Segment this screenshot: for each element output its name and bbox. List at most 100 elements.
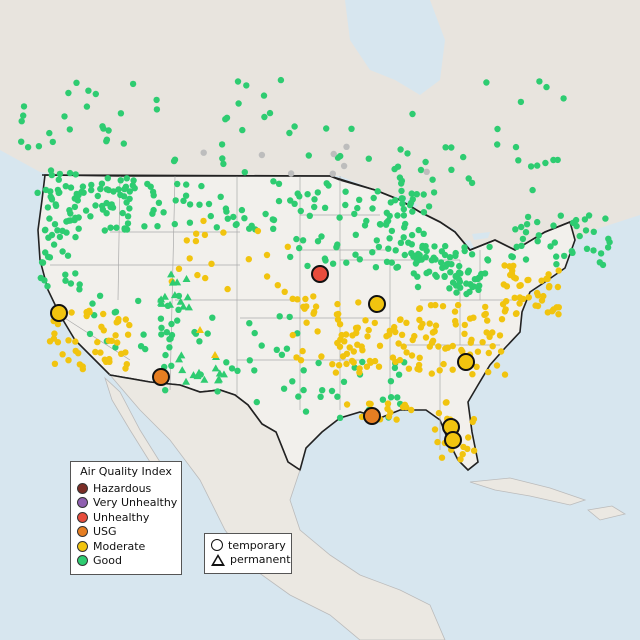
good-site-marker xyxy=(351,210,358,218)
good-site-marker xyxy=(241,169,248,176)
permanent-site-marker xyxy=(215,375,224,383)
good-site-marker xyxy=(126,188,133,195)
good-site-marker xyxy=(576,232,583,240)
good-site-marker xyxy=(209,314,216,321)
moderate-site-marker xyxy=(334,300,341,308)
good-site-marker xyxy=(291,123,298,130)
good-site-marker xyxy=(72,270,79,277)
moderate-site-marker xyxy=(352,324,360,332)
legend-item-good: Good xyxy=(77,554,175,569)
good-site-marker xyxy=(536,78,543,85)
moderate-site-marker xyxy=(555,311,562,318)
good-site-marker xyxy=(369,249,376,256)
good-site-marker xyxy=(484,257,492,264)
good-site-marker xyxy=(410,270,417,277)
good-site-marker xyxy=(420,209,428,216)
moderate-site-marker xyxy=(303,319,310,326)
good-site-marker xyxy=(52,201,59,208)
moderate-site-marker xyxy=(452,317,459,325)
moderate-site-marker xyxy=(365,326,372,334)
moderate-site-marker xyxy=(512,275,519,282)
good-site-marker xyxy=(153,96,160,104)
good-site-marker xyxy=(144,180,151,188)
good-site-marker xyxy=(49,138,56,146)
moderate-site-marker xyxy=(534,292,542,299)
good-site-marker xyxy=(98,202,106,210)
good-site-marker xyxy=(48,195,55,202)
moderate-site-marker xyxy=(496,332,504,339)
legend-label: permanent xyxy=(230,553,291,567)
good-site-marker xyxy=(71,203,79,211)
good-site-marker xyxy=(101,227,109,234)
good-site-marker xyxy=(72,171,79,178)
good-site-marker xyxy=(220,160,227,168)
moderate-site-marker xyxy=(538,277,545,284)
moderate-site-marker xyxy=(114,339,121,346)
moderate-site-marker xyxy=(461,321,468,329)
moderate-site-marker xyxy=(359,347,366,354)
good-site-marker xyxy=(372,264,380,271)
good-site-marker xyxy=(214,388,221,395)
good-site-marker xyxy=(86,330,94,338)
good-site-marker xyxy=(460,153,467,161)
good-site-marker xyxy=(414,283,422,291)
good-site-marker xyxy=(300,386,307,394)
good-site-marker xyxy=(97,185,104,193)
good-site-marker xyxy=(75,225,82,232)
good-site-marker xyxy=(18,138,25,145)
good-site-marker xyxy=(123,175,130,182)
legend-label: Very Unhealthy xyxy=(93,496,178,510)
moderate-site-marker xyxy=(405,365,413,372)
no-data-site-marker xyxy=(330,150,337,158)
moderate-site-marker xyxy=(366,357,374,365)
good-site-marker xyxy=(394,394,401,401)
moderate-site-marker xyxy=(254,227,262,235)
good-site-marker xyxy=(299,237,307,244)
good-site-marker xyxy=(246,357,253,364)
good-site-marker xyxy=(387,199,394,206)
good-site-marker xyxy=(91,312,98,319)
moderate-site-marker xyxy=(371,319,378,327)
good-site-marker xyxy=(20,103,28,110)
good-site-marker xyxy=(302,408,310,415)
good-site-marker xyxy=(512,143,520,151)
good-site-marker xyxy=(141,223,148,230)
good-site-marker xyxy=(352,251,359,258)
moderate-site-marker xyxy=(193,230,200,237)
permanent-site-marker xyxy=(195,368,204,376)
moderate-site-marker xyxy=(339,353,347,360)
good-site-marker xyxy=(110,188,117,195)
moderate-site-marker xyxy=(434,438,441,446)
good-site-marker xyxy=(348,125,355,132)
moderate-site-marker xyxy=(124,331,132,338)
good-site-marker xyxy=(83,103,91,110)
moderate-site-marker xyxy=(208,260,215,267)
moderate-site-marker xyxy=(297,357,305,364)
good-site-marker xyxy=(160,209,167,216)
good-site-marker xyxy=(547,243,554,250)
hudson-bay xyxy=(345,0,445,95)
moderate-site-marker xyxy=(318,353,325,360)
moderate-swatch xyxy=(77,540,88,552)
good-site-marker xyxy=(304,191,311,198)
good-site-marker xyxy=(384,217,392,225)
good-site-marker xyxy=(466,288,473,296)
good-site-marker xyxy=(246,320,253,327)
good-site-marker xyxy=(542,159,549,167)
good-site-marker xyxy=(241,215,248,222)
good-site-marker xyxy=(73,79,80,87)
good-site-marker xyxy=(583,245,591,252)
good-site-marker xyxy=(425,268,433,275)
good-site-marker xyxy=(336,414,344,421)
good-site-marker xyxy=(258,342,265,349)
good-site-marker xyxy=(321,204,329,211)
good-site-marker xyxy=(590,247,597,254)
permanent-site-marker xyxy=(184,303,193,311)
moderate-site-marker xyxy=(397,316,404,323)
temporary-site-marker xyxy=(311,265,329,283)
legend-label: Good xyxy=(93,554,122,568)
good-site-marker xyxy=(420,191,427,198)
moderate-site-marker xyxy=(59,351,66,358)
good-site-marker xyxy=(393,264,400,271)
good-site-marker xyxy=(251,367,258,374)
